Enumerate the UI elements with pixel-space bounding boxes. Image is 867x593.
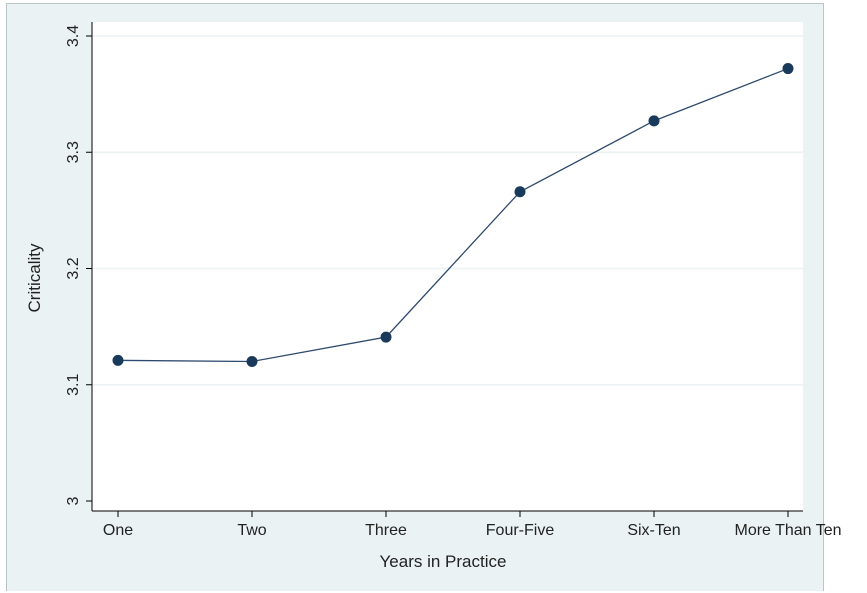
y-tick-label: 3.3 [65, 141, 82, 163]
y-tick-label: 3.2 [65, 257, 82, 279]
y-axis-title: Criticality [25, 243, 44, 312]
data-point [246, 356, 258, 367]
x-tick-label: Six-Ten [627, 522, 680, 539]
y-tick-label: 3.4 [65, 25, 82, 47]
x-ticks: One Two Three Four-Five Six-Ten More Than Ten [103, 511, 842, 539]
data-point [782, 63, 794, 75]
y-tick-label: 3 [65, 496, 82, 505]
axes [91, 22, 803, 512]
x-tick-label: More Than Ten [734, 522, 841, 539]
x-tick-label: One [103, 522, 133, 539]
x-tick-label: Four-Five [486, 522, 555, 539]
series-line [117, 67, 789, 363]
data-point [514, 186, 526, 198]
data-point [648, 115, 660, 127]
x-axis-title: Years in Practice [380, 552, 507, 571]
x-tick-label: Three [365, 522, 407, 539]
plot-area [92, 22, 803, 511]
x-tick-label: Two [237, 522, 266, 539]
y-tick-label: 3.1 [65, 374, 82, 396]
y-ticks: 3 3.1 3.2 3.3 3.4 [65, 25, 92, 505]
data-point [112, 354, 124, 366]
gridlines [93, 35, 803, 386]
series [112, 63, 794, 367]
data-point [380, 331, 392, 343]
